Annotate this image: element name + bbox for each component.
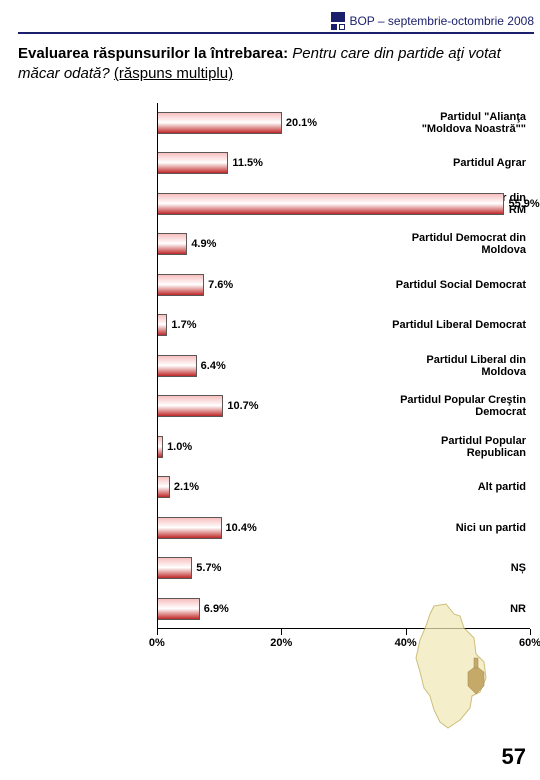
bar-value-label: 7.6% [204,279,233,291]
header: BOP – septembrie-octombrie 2008 [18,12,534,34]
bar-rect [157,395,224,417]
header-text: BOP – septembrie-octombrie 2008 [349,14,534,28]
bar-category-label: Partidul Liberal Democrat [391,305,530,346]
bar-row: Nici un partid 10.4% [18,508,530,549]
bar-category-label: Partidul Democrat din Moldova [391,224,530,265]
bar-row: Partidul Comuniştilor din RM55.9% [18,184,530,225]
bar-rect [157,152,229,174]
y-axis-line [157,103,158,630]
bar-rect [157,193,505,215]
bar-value-label: 2.1% [170,481,199,493]
bar-value-label: 5.7% [192,562,221,574]
bar-rect [157,233,187,255]
bar-category-label: Partidul Social Democrat [391,265,530,306]
bar-rect [157,557,192,579]
chart-plot-area: Partidul "Alianţa "Moldova Noastră"" 20.1… [18,103,530,630]
bar-row: Partidul Liberal din Moldova 6.4% [18,346,530,387]
bar-row: Alt partid 2.1% [18,467,530,508]
bar-row: Partidul Democrat din Moldova 4.9% [18,224,530,265]
bar-category-label: NȘ [391,548,530,589]
bar-category-label: Partidul Popular Creştin Democrat [391,386,530,427]
bar-category-label: Partidul Agrar [391,143,530,184]
bar-value-label: 4.9% [187,238,216,250]
moldova-map-icon [390,600,510,740]
bar-row: Partidul Social Democrat 7.6% [18,265,530,306]
bar-category-label: Partidul Liberal din Moldova [391,346,530,387]
bar-category-label: Alt partid [391,467,530,508]
bar-value-label: 6.4% [197,360,226,372]
x-tick-label: 20% [270,637,292,649]
bars-container: Partidul "Alianţa "Moldova Noastră"" 20.1… [18,103,530,630]
bar-row: Partidul Popular Creştin Democrat 10.7% [18,386,530,427]
question-note: (răspuns multiplu) [114,65,233,82]
bar-rect [157,274,204,296]
x-tick-mark [281,629,282,635]
bar-value-label: 10.4% [222,522,257,534]
page: BOP – septembrie-octombrie 2008 Evaluare… [0,0,540,780]
bar-category-label: Partidul Popular Republican [391,427,530,468]
bop-logo-icon [331,12,345,30]
bar-rect [157,476,170,498]
bar-rect [157,517,222,539]
bar-row: Partidul Agrar 11.5% [18,143,530,184]
bar-value-label: 55.9% [505,198,540,210]
bar-value-label: 1.0% [163,441,192,453]
x-tick-label: 60% [519,637,540,649]
bar-value-label: 6.9% [200,603,229,615]
question-lead: Evaluarea răspunsurilor la întrebarea: [18,45,288,62]
bar-rect [157,355,197,377]
bar-row: NȘ 5.7% [18,548,530,589]
question-text: Evaluarea răspunsurilor la întrebarea: P… [18,44,534,85]
bar-value-label: 20.1% [282,117,317,129]
bar-rect [157,314,168,336]
bar-value-label: 11.5% [228,157,263,169]
bar-row: Partidul Liberal Democrat 1.7% [18,305,530,346]
x-tick-mark [157,629,158,635]
bar-row: Partidul "Alianţa "Moldova Noastră"" 20.1… [18,103,530,144]
x-tick-label: 0% [149,637,165,649]
bar-category-label: Partidul "Alianţa "Moldova Noastră"" [391,103,530,144]
bar-row: Partidul Popular Republican 1.0% [18,427,530,468]
x-tick-mark [530,629,531,635]
bar-value-label: 10.7% [223,400,258,412]
bar-category-label: Nici un partid [391,508,530,549]
bar-value-label: 1.7% [167,319,196,331]
bar-rect [157,112,282,134]
bar-rect [157,598,200,620]
chart: Partidul "Alianţa "Moldova Noastră"" 20.1… [18,103,530,658]
page-number: 57 [502,744,526,770]
